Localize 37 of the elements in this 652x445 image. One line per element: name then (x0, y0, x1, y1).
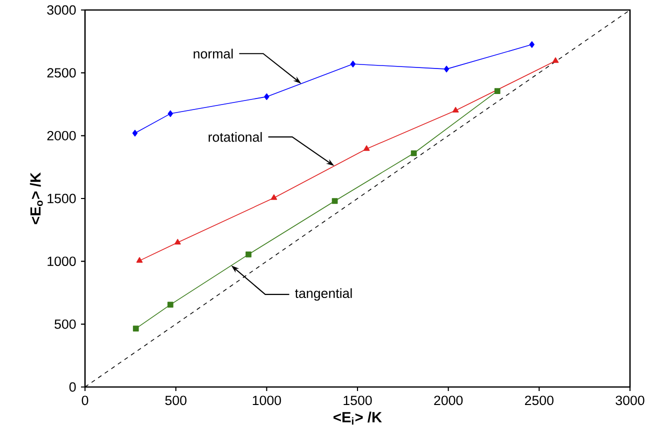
point (168, 110, 173, 117)
y-tick-label: 500 (54, 319, 76, 329)
x-tick-label: 500 (165, 396, 186, 406)
y-tick-label: 0 (69, 382, 76, 392)
point (136, 257, 143, 263)
point (246, 251, 252, 258)
annotation: tangential (295, 288, 352, 301)
x-tick-label: 3000 (616, 396, 644, 406)
x-tick-label: 0 (82, 396, 88, 406)
y-tick-label: 3000 (47, 5, 76, 15)
annotation: rotational (208, 132, 262, 142)
y-tick-label: 1500 (48, 194, 76, 204)
x-tick-label: 2000 (434, 396, 463, 406)
x-tick-label: 1000 (252, 396, 281, 406)
point (552, 57, 559, 63)
y-axis-title: <E$_{o}$> /K (30, 172, 43, 224)
annotation: normal (194, 48, 233, 59)
x-tick-label: 1500 (344, 396, 372, 406)
point (270, 194, 278, 200)
y-tick-label: 1000 (48, 256, 76, 266)
point (363, 145, 370, 151)
point (410, 150, 417, 156)
point (444, 66, 450, 72)
y-tick-label: 2000 (47, 130, 76, 140)
point (332, 198, 338, 204)
x-axis-title: <E$_{i}$> /K (334, 412, 382, 425)
point (132, 326, 139, 332)
point (132, 130, 138, 136)
point (167, 302, 174, 308)
point (174, 238, 181, 244)
x-tick-label: 2500 (525, 396, 554, 406)
point (529, 41, 534, 48)
y-tick-label: 2500 (47, 68, 76, 78)
point (494, 88, 500, 94)
point (452, 106, 459, 113)
point (350, 60, 356, 68)
point (264, 93, 270, 100)
